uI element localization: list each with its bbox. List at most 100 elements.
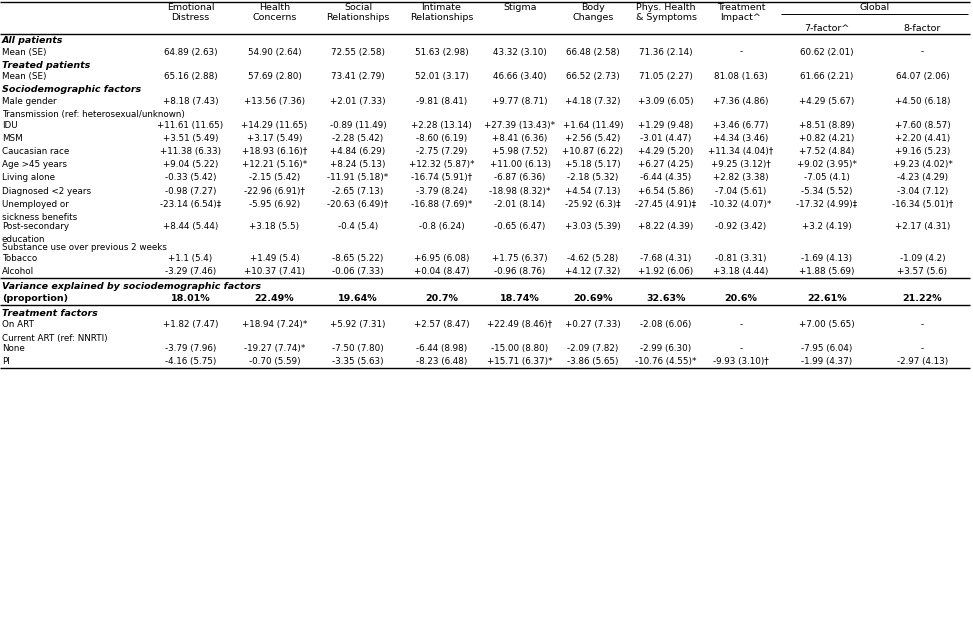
Text: Intimate: Intimate xyxy=(421,3,461,12)
Text: -8.23 (6.48): -8.23 (6.48) xyxy=(415,357,467,366)
Text: +1.88 (5.69): +1.88 (5.69) xyxy=(799,267,854,276)
Text: -: - xyxy=(739,47,742,57)
Text: 22.61%: 22.61% xyxy=(808,294,847,302)
Text: +3.17 (5.49): +3.17 (5.49) xyxy=(247,134,303,143)
Text: +9.04 (5.22): +9.04 (5.22) xyxy=(162,160,218,169)
Text: 73.41 (2.79): 73.41 (2.79) xyxy=(331,72,385,81)
Text: -2.65 (7.13): -2.65 (7.13) xyxy=(333,186,383,195)
Text: +4.29 (5.67): +4.29 (5.67) xyxy=(799,97,854,106)
Text: -9.81 (8.41): -9.81 (8.41) xyxy=(415,97,467,106)
Text: Caucasian race: Caucasian race xyxy=(2,147,69,156)
Text: -0.06 (7.33): -0.06 (7.33) xyxy=(332,267,383,276)
Text: +5.98 (7.52): +5.98 (7.52) xyxy=(492,147,548,156)
Text: 66.48 (2.58): 66.48 (2.58) xyxy=(566,47,620,57)
Text: PI: PI xyxy=(2,357,10,366)
Text: +2.56 (5.42): +2.56 (5.42) xyxy=(565,134,621,143)
Text: 22.49%: 22.49% xyxy=(255,294,294,302)
Text: +3.03 (5.39): +3.03 (5.39) xyxy=(565,222,621,231)
Text: 64.07 (2.06): 64.07 (2.06) xyxy=(895,72,950,81)
Text: -2.97 (4.13): -2.97 (4.13) xyxy=(897,357,948,366)
Text: 65.16 (2.88): 65.16 (2.88) xyxy=(163,72,217,81)
Text: +18.93 (6.16)†: +18.93 (6.16)† xyxy=(242,147,307,156)
Text: -7.50 (7.80): -7.50 (7.80) xyxy=(332,344,384,353)
Text: Unemployed or: Unemployed or xyxy=(2,200,69,209)
Text: -3.29 (7.46): -3.29 (7.46) xyxy=(164,267,216,276)
Text: +6.27 (4.25): +6.27 (4.25) xyxy=(638,160,694,169)
Text: +6.54 (5.86): +6.54 (5.86) xyxy=(638,186,694,195)
Text: +11.38 (6.33): +11.38 (6.33) xyxy=(160,147,221,156)
Text: +4.34 (3.46): +4.34 (3.46) xyxy=(713,134,769,143)
Text: -7.68 (4.31): -7.68 (4.31) xyxy=(640,254,692,263)
Text: +12.21 (5.16)*: +12.21 (5.16)* xyxy=(242,160,307,169)
Text: 20.6%: 20.6% xyxy=(725,294,757,302)
Text: +8.44 (5.44): +8.44 (5.44) xyxy=(162,222,218,231)
Text: +8.18 (7.43): +8.18 (7.43) xyxy=(162,97,218,106)
Text: -: - xyxy=(920,47,924,57)
Text: -2.75 (7.29): -2.75 (7.29) xyxy=(415,147,467,156)
Text: +4.18 (7.32): +4.18 (7.32) xyxy=(565,97,621,106)
Text: Social: Social xyxy=(343,3,372,12)
Text: -2.18 (5.32): -2.18 (5.32) xyxy=(567,173,619,183)
Text: +12.32 (5.87)*: +12.32 (5.87)* xyxy=(409,160,474,169)
Text: +9.02 (3.95)*: +9.02 (3.95)* xyxy=(797,160,857,169)
Text: +18.94 (7.24)*: +18.94 (7.24)* xyxy=(242,320,307,329)
Text: +11.34 (4.04)†: +11.34 (4.04)† xyxy=(708,147,774,156)
Text: Changes: Changes xyxy=(572,13,614,22)
Text: +3.18 (4.44): +3.18 (4.44) xyxy=(713,267,769,276)
Text: 57.69 (2.80): 57.69 (2.80) xyxy=(247,72,302,81)
Text: 61.66 (2.21): 61.66 (2.21) xyxy=(801,72,853,81)
Text: -2.01 (8.14): -2.01 (8.14) xyxy=(494,200,546,209)
Text: -15.00 (8.80): -15.00 (8.80) xyxy=(491,344,549,353)
Text: Male gender: Male gender xyxy=(2,97,56,106)
Text: 52.01 (3.17): 52.01 (3.17) xyxy=(414,72,468,81)
Text: -3.04 (7.12): -3.04 (7.12) xyxy=(897,186,948,195)
Text: +11.00 (6.13): +11.00 (6.13) xyxy=(489,160,551,169)
Text: -17.32 (4.99)‡: -17.32 (4.99)‡ xyxy=(797,200,857,209)
Text: & Symptoms: & Symptoms xyxy=(635,13,697,22)
Text: Stigma: Stigma xyxy=(503,3,537,12)
Text: Post-secondary: Post-secondary xyxy=(2,222,69,231)
Text: -16.88 (7.69)*: -16.88 (7.69)* xyxy=(411,200,472,209)
Text: +9.25 (3.12)†: +9.25 (3.12)† xyxy=(711,160,771,169)
Text: Substance use over previous 2 weeks: Substance use over previous 2 weeks xyxy=(2,243,167,252)
Text: 20.69%: 20.69% xyxy=(573,294,613,302)
Text: Impact^: Impact^ xyxy=(721,13,762,22)
Text: IDU: IDU xyxy=(2,120,18,130)
Text: +4.29 (5.20): +4.29 (5.20) xyxy=(638,147,694,156)
Text: -0.96 (8.76): -0.96 (8.76) xyxy=(494,267,546,276)
Text: +2.01 (7.33): +2.01 (7.33) xyxy=(330,97,386,106)
Text: -8.60 (6.19): -8.60 (6.19) xyxy=(415,134,467,143)
Text: 64.89 (2.63): 64.89 (2.63) xyxy=(163,47,217,57)
Text: Mean (SE): Mean (SE) xyxy=(2,72,47,81)
Text: Body: Body xyxy=(581,3,605,12)
Text: +6.95 (6.08): +6.95 (6.08) xyxy=(414,254,469,263)
Text: +3.2 (4.19): +3.2 (4.19) xyxy=(802,222,852,231)
Text: -3.01 (4.47): -3.01 (4.47) xyxy=(640,134,692,143)
Text: -0.70 (5.59): -0.70 (5.59) xyxy=(249,357,301,366)
Text: Concerns: Concerns xyxy=(252,13,297,22)
Text: +3.09 (6.05): +3.09 (6.05) xyxy=(638,97,694,106)
Text: 7-factor^: 7-factor^ xyxy=(805,24,849,33)
Text: +9.77 (8.71): +9.77 (8.71) xyxy=(492,97,548,106)
Text: 18.74%: 18.74% xyxy=(500,294,540,302)
Text: +1.29 (9.48): +1.29 (9.48) xyxy=(638,120,694,130)
Text: -5.95 (6.92): -5.95 (6.92) xyxy=(249,200,300,209)
Text: +4.84 (6.29): +4.84 (6.29) xyxy=(331,147,385,156)
Text: -10.76 (4.55)*: -10.76 (4.55)* xyxy=(635,357,697,366)
Text: -5.34 (5.52): -5.34 (5.52) xyxy=(801,186,852,195)
Text: -9.93 (3.10)†: -9.93 (3.10)† xyxy=(713,357,769,366)
Text: -19.27 (7.74)*: -19.27 (7.74)* xyxy=(244,344,306,353)
Text: -0.89 (11.49): -0.89 (11.49) xyxy=(330,120,386,130)
Text: +9.23 (4.02)*: +9.23 (4.02)* xyxy=(892,160,953,169)
Text: +8.22 (4.39): +8.22 (4.39) xyxy=(638,222,694,231)
Text: -0.8 (6.24): -0.8 (6.24) xyxy=(418,222,464,231)
Text: -: - xyxy=(739,320,742,329)
Text: Living alone: Living alone xyxy=(2,173,55,183)
Text: +2.28 (13.14): +2.28 (13.14) xyxy=(411,120,472,130)
Text: -2.09 (7.82): -2.09 (7.82) xyxy=(567,344,619,353)
Text: +0.82 (4.21): +0.82 (4.21) xyxy=(799,134,854,143)
Text: +11.61 (11.65): +11.61 (11.65) xyxy=(158,120,224,130)
Text: +3.18 (5.5): +3.18 (5.5) xyxy=(249,222,300,231)
Text: On ART: On ART xyxy=(2,320,34,329)
Text: -1.09 (4.2): -1.09 (4.2) xyxy=(900,254,946,263)
